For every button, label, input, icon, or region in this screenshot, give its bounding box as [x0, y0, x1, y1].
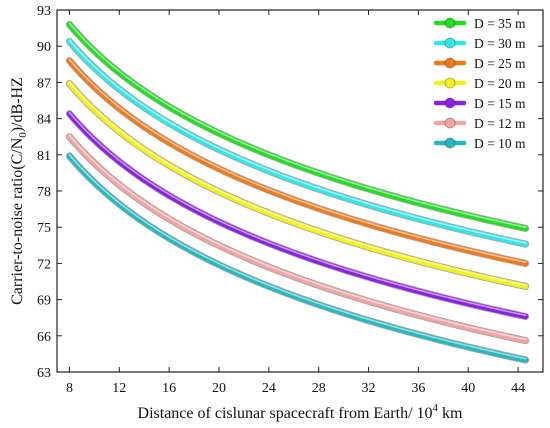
series-highlight-d-30-m: [68, 39, 527, 244]
y-tick-label: 75: [37, 221, 51, 236]
y-tick-label: 84: [37, 113, 51, 128]
series-line-d-30-m: [66, 38, 529, 247]
y-tick-label: 90: [37, 40, 51, 55]
series-line-d-12-m: [66, 134, 529, 344]
legend-label: D = 20 m: [474, 76, 526, 91]
legend-marker: [444, 57, 456, 69]
series-highlight-d-12-m: [68, 134, 527, 341]
series-line-d-15-m: [66, 111, 529, 320]
legend-label: D = 25 m: [474, 56, 526, 71]
x-tick-label: 28: [312, 381, 326, 396]
x-tick-label: 16: [162, 381, 176, 396]
x-tick-label: 12: [112, 381, 126, 396]
x-tick-label: 8: [66, 381, 73, 396]
y-axis-label-unit: )/dB-HZ: [9, 77, 26, 132]
legend-marker: [444, 77, 456, 89]
y-axis-label-subscript: 0: [17, 132, 29, 138]
series-highlight-d-15-m: [68, 111, 527, 317]
series-highlight-d-25-m: [68, 58, 527, 263]
x-axis-label: Distance of cislunar spacecraft from Ear…: [138, 402, 463, 422]
x-tick-label: 40: [461, 381, 475, 396]
y-tick-label: 66: [37, 330, 51, 345]
legend-label: D = 30 m: [474, 36, 526, 51]
x-tick-label: 32: [362, 381, 376, 396]
x-ticks: 8 12 16 20 24 28 32 36 40 44: [66, 10, 525, 396]
y-tick-label: 72: [37, 257, 51, 272]
y-axis-label: Carrier-to-noise ratio(C/N0)/dB-HZ: [9, 77, 29, 305]
legend-label: D = 35 m: [474, 16, 526, 31]
series-highlight-d-10-m: [68, 154, 527, 360]
legend-marker: [444, 17, 456, 29]
series-line-d-10-m: [66, 153, 529, 363]
legend-marker: [444, 37, 456, 49]
legend-marker: [444, 137, 456, 149]
y-tick-label: 63: [37, 366, 51, 381]
series-line-d-20-m: [66, 80, 529, 290]
plot-frame: [56, 9, 544, 373]
series-highlight-d-35-m: [68, 22, 527, 229]
y-tick-label: 81: [37, 149, 51, 164]
legend: D = 35 m D = 30 m D = 25 m D = 20 m D = 15 m…: [433, 16, 526, 151]
y-tick-label: 78: [37, 185, 51, 200]
x-axis-label-superscript: 4: [433, 402, 439, 414]
y-tick-label: 87: [37, 76, 51, 91]
x-tick-label: 24: [262, 381, 276, 396]
x-tick-label: 44: [511, 381, 525, 396]
x-tick-label: 20: [212, 381, 226, 396]
y-ticks: 63 66 69 72 75 78 81 84 87 90 93: [37, 4, 543, 381]
series-highlight-d-20-m: [68, 81, 527, 286]
x-tick-label: 36: [411, 381, 425, 396]
legend-label: D = 12 m: [474, 116, 526, 131]
y-tick-label: 93: [37, 4, 51, 19]
legend-marker: [444, 97, 456, 109]
y-tick-label: 69: [37, 294, 51, 309]
legend-label: D = 10 m: [474, 136, 526, 151]
legend-label: D = 15 m: [474, 96, 526, 111]
series-line-d-35-m: [66, 21, 529, 232]
series-line-d-25-m: [66, 57, 529, 267]
legend-marker: [444, 117, 456, 129]
series-layer: [65, 20, 530, 364]
x-axis-label-unit: km: [438, 405, 463, 422]
